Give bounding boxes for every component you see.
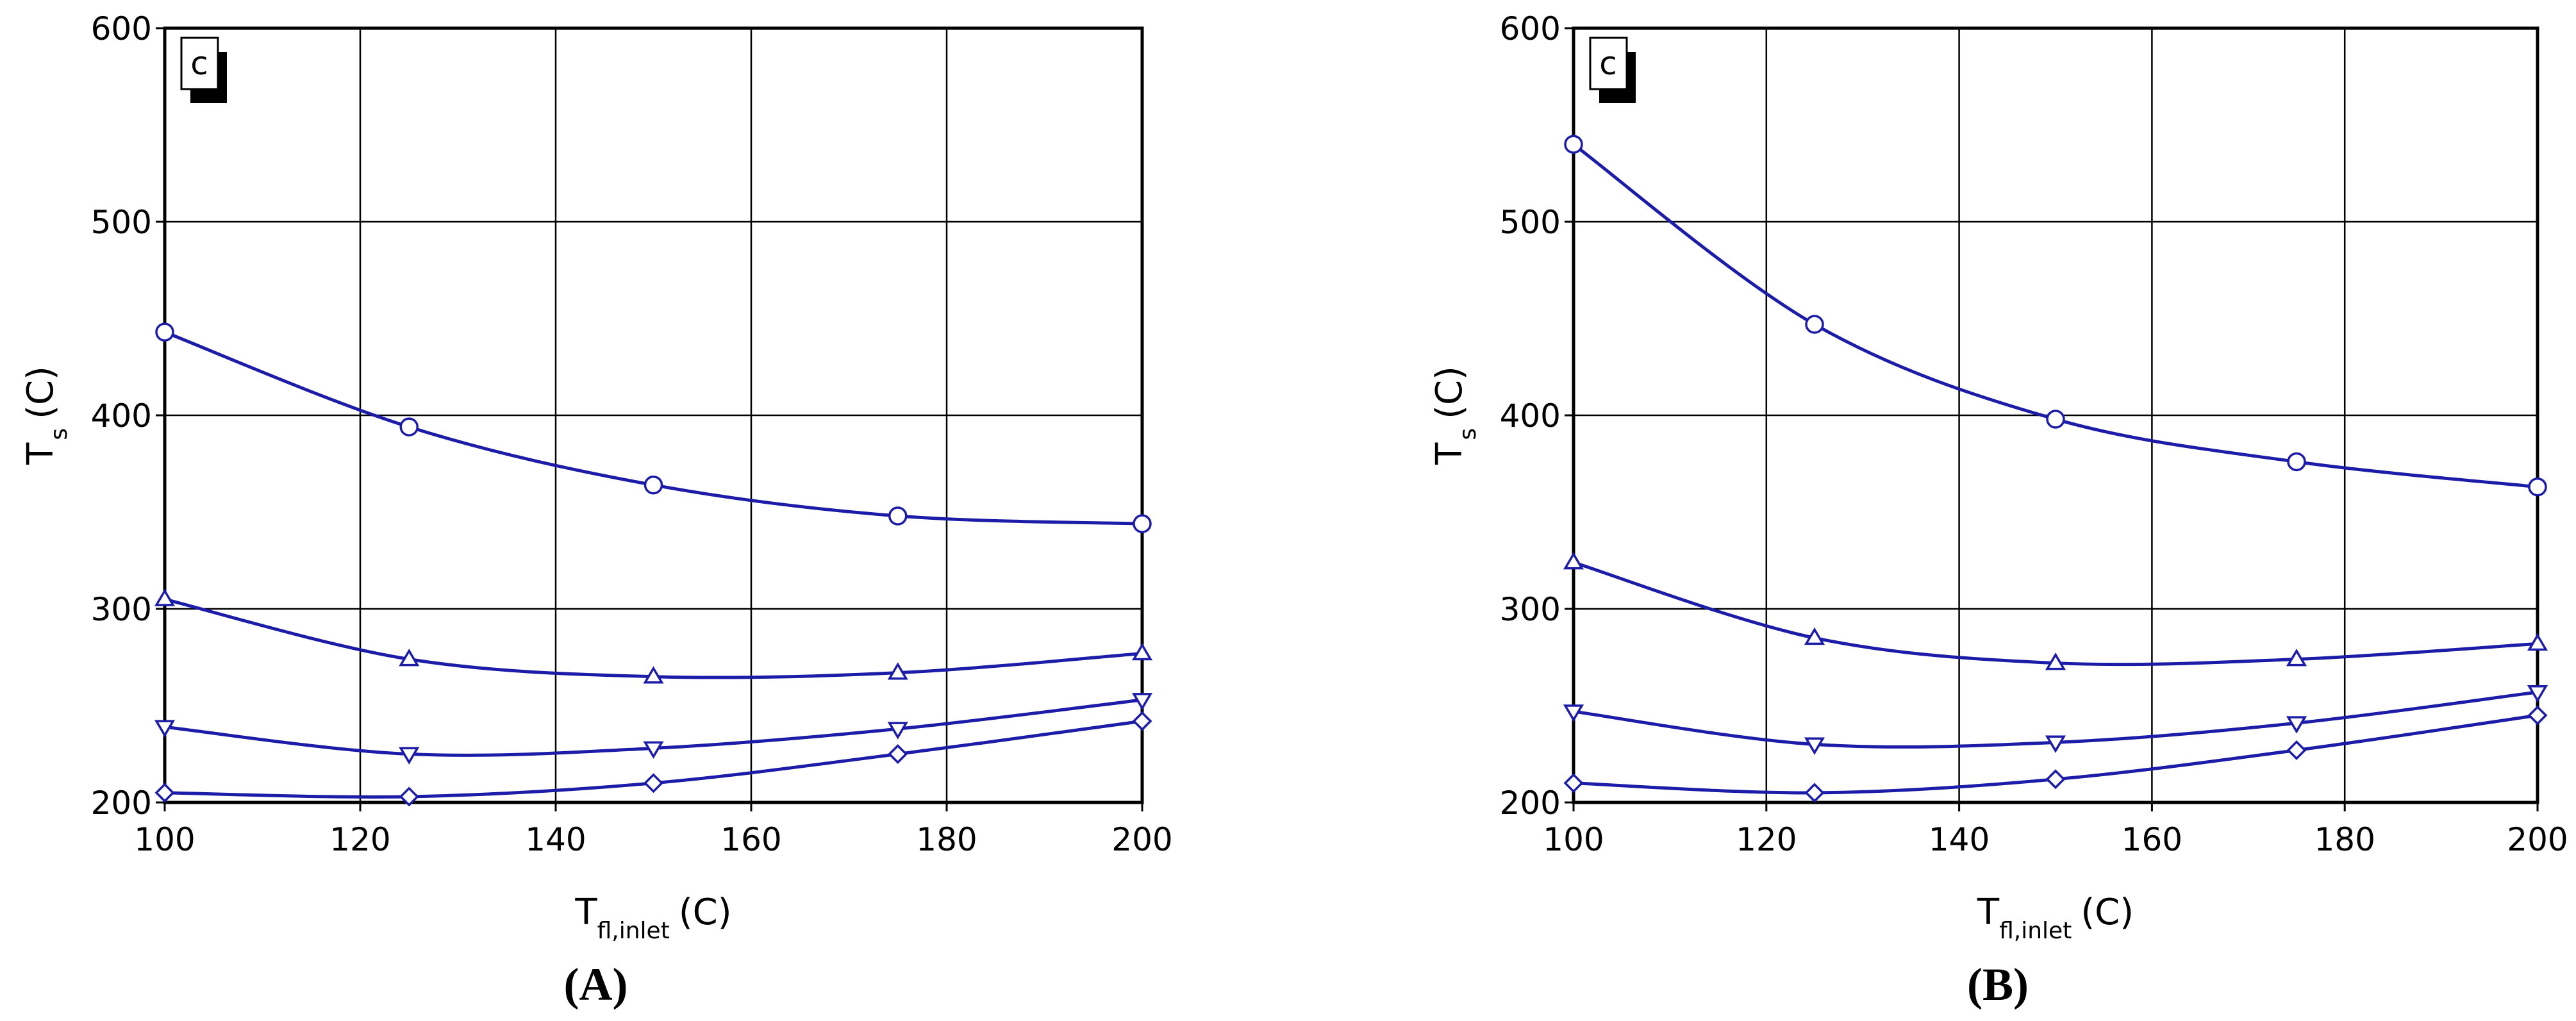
marker bbox=[2045, 769, 2066, 790]
y-label-main: T bbox=[1429, 442, 1470, 465]
marker bbox=[1805, 315, 1824, 334]
marker bbox=[1131, 693, 1153, 711]
marker bbox=[1563, 773, 1584, 793]
marker bbox=[399, 747, 420, 765]
x-label-unit: (C) bbox=[679, 892, 732, 933]
marker bbox=[1133, 514, 1152, 533]
y-label-main: T bbox=[20, 442, 62, 465]
x-label-sub: fl,inlet bbox=[1999, 918, 2072, 944]
x-axis-label: Tfl,inlet (C) bbox=[1977, 892, 2134, 944]
x-label-unit: (C) bbox=[2081, 892, 2134, 933]
marker bbox=[1563, 552, 1584, 570]
marker bbox=[155, 322, 174, 342]
series-line bbox=[1572, 143, 2538, 489]
marker bbox=[2045, 652, 2066, 670]
y-tick-label: 400 bbox=[91, 397, 152, 435]
x-tick-label: 140 bbox=[525, 821, 586, 858]
marker bbox=[2286, 716, 2307, 734]
x-tick-label: 100 bbox=[134, 821, 195, 858]
marker bbox=[1563, 704, 1584, 722]
marker bbox=[154, 588, 176, 606]
series-line bbox=[1573, 561, 2538, 667]
marker bbox=[399, 649, 420, 667]
marker bbox=[154, 720, 176, 738]
marker bbox=[888, 506, 908, 526]
y-tick-label: 200 bbox=[91, 784, 152, 822]
marker bbox=[888, 744, 908, 764]
y-axis-label: Ts (C) bbox=[20, 366, 72, 465]
marker bbox=[643, 666, 664, 684]
x-tick-label: 120 bbox=[329, 821, 390, 858]
y-label-unit: (C) bbox=[1429, 366, 1470, 419]
marker bbox=[2527, 685, 2548, 703]
marker bbox=[2528, 477, 2547, 497]
x-label-sub: fl,inlet bbox=[597, 918, 670, 944]
marker bbox=[2287, 452, 2306, 472]
marker bbox=[1564, 135, 1583, 154]
y-axis-label: Ts (C) bbox=[1429, 366, 1481, 465]
y-tick-label: 500 bbox=[91, 204, 152, 241]
x-tick-label: 120 bbox=[1736, 821, 1797, 858]
x-label-main: T bbox=[1977, 892, 2000, 933]
y-label-sub: s bbox=[1455, 428, 1481, 440]
marker bbox=[2286, 740, 2307, 760]
marker bbox=[154, 783, 175, 803]
marker bbox=[1131, 643, 1153, 661]
marker bbox=[643, 741, 664, 759]
y-label-unit: (C) bbox=[20, 366, 62, 419]
y-tick-label: 400 bbox=[1500, 397, 1561, 435]
x-label-main: T bbox=[574, 892, 597, 933]
marker bbox=[1132, 711, 1152, 731]
series-line bbox=[164, 597, 1143, 679]
marker bbox=[644, 475, 663, 495]
panel-label: (B) bbox=[1967, 959, 2029, 1010]
marker bbox=[399, 417, 419, 436]
marker bbox=[399, 786, 419, 807]
x-tick-label: 140 bbox=[1929, 821, 1990, 858]
series-line bbox=[164, 330, 1143, 526]
panel-label: (A) bbox=[564, 959, 628, 1010]
x-tick-label: 200 bbox=[2507, 821, 2568, 858]
x-axis-label: Tfl,inlet (C) bbox=[574, 892, 731, 944]
marker bbox=[2046, 410, 2065, 429]
marker bbox=[2286, 649, 2307, 667]
x-tick-label: 200 bbox=[1111, 821, 1172, 858]
y-tick-label: 200 bbox=[1500, 784, 1561, 822]
y-label-sub: s bbox=[46, 428, 72, 440]
marker bbox=[2527, 705, 2548, 726]
annotation: c bbox=[1599, 45, 1617, 82]
marker bbox=[1804, 737, 1825, 755]
marker bbox=[644, 773, 663, 793]
x-tick-label: 180 bbox=[2314, 821, 2375, 858]
y-tick-label: 600 bbox=[91, 10, 152, 47]
marker bbox=[2527, 633, 2548, 651]
plot-frame bbox=[163, 26, 1144, 804]
marker bbox=[887, 722, 908, 740]
marker bbox=[1804, 783, 1825, 803]
y-tick-label: 300 bbox=[1500, 591, 1561, 628]
y-tick-label: 500 bbox=[1500, 204, 1561, 241]
x-tick-label: 180 bbox=[916, 821, 977, 858]
marker bbox=[2045, 735, 2066, 753]
marker bbox=[1804, 627, 1825, 645]
plot-frame bbox=[1572, 26, 2539, 804]
y-tick-label: 600 bbox=[1500, 10, 1561, 47]
annotation-box bbox=[180, 37, 219, 90]
x-tick-label: 160 bbox=[2122, 821, 2182, 858]
annotation: c bbox=[190, 45, 208, 82]
x-tick-label: 100 bbox=[1543, 821, 1604, 858]
y-tick-label: 300 bbox=[91, 591, 152, 628]
marker bbox=[887, 662, 908, 680]
x-tick-label: 160 bbox=[720, 821, 781, 858]
annotation-box bbox=[1589, 37, 1628, 90]
